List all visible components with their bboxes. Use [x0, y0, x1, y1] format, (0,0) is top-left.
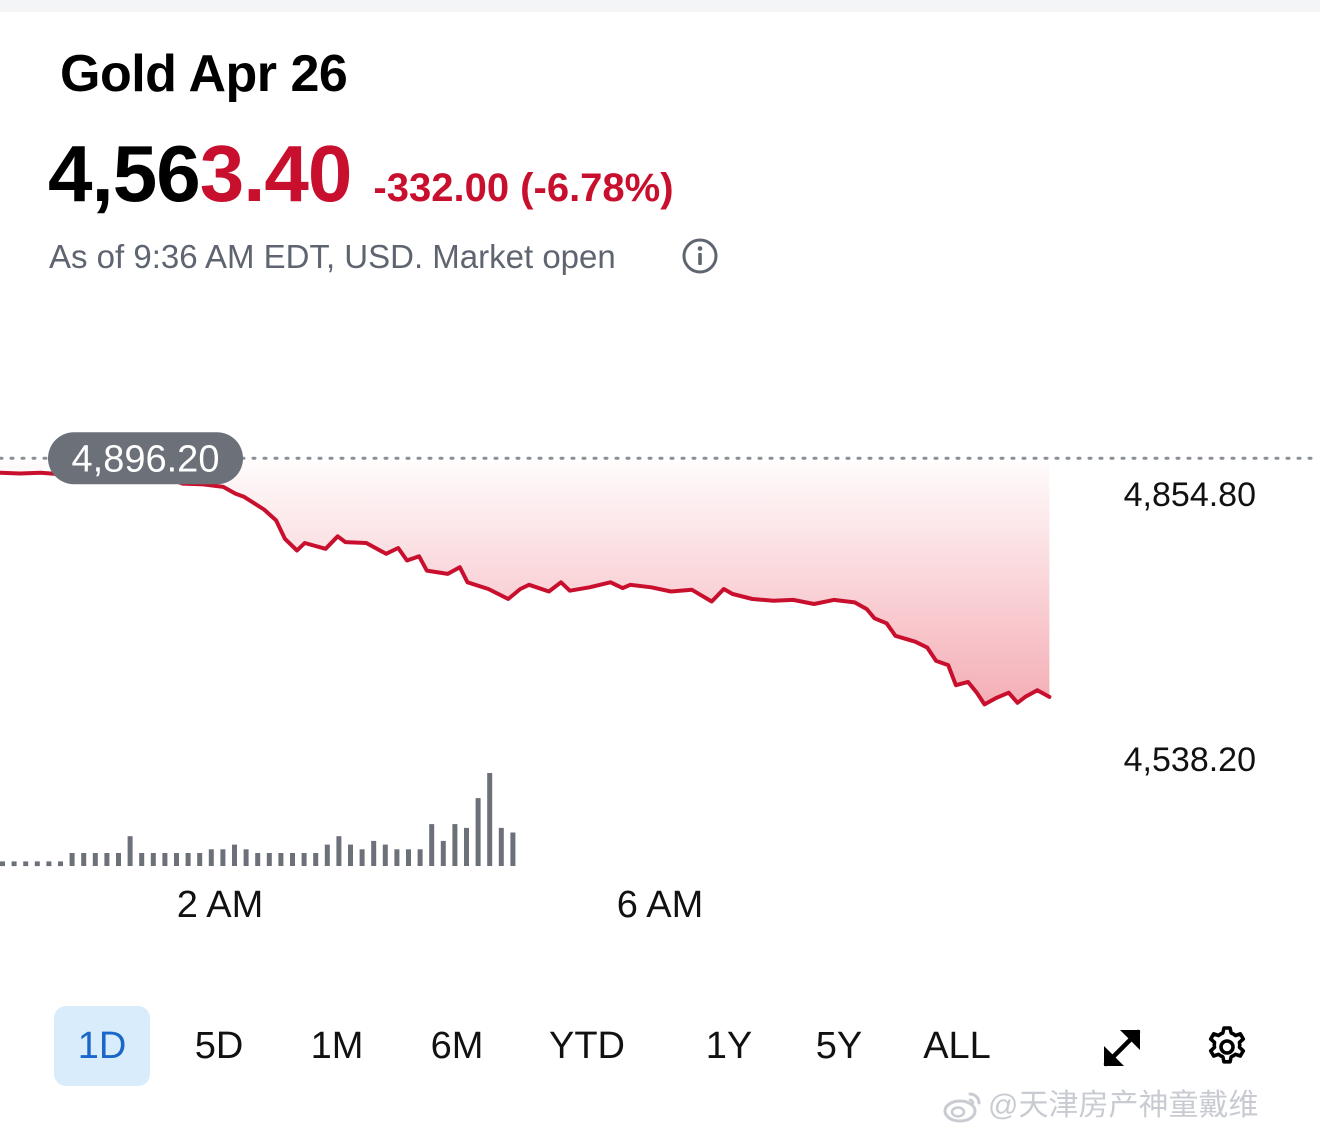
last-price-tail: 3.40 — [199, 129, 353, 218]
range-tab-ytd[interactable]: YTD — [549, 1025, 625, 1067]
volume-bar — [197, 853, 203, 866]
volume-bar — [243, 849, 249, 866]
last-price: 4,563.40 — [48, 128, 353, 220]
volume-bar — [220, 849, 226, 866]
volume-bar — [429, 824, 435, 866]
y-tick-label: 4,538.20 — [1124, 741, 1256, 779]
range-tab-1d[interactable]: 1D — [54, 1006, 150, 1086]
volume-bar — [452, 824, 458, 866]
price-change: -332.00 (-6.78%) — [373, 166, 674, 210]
volume-bar — [440, 840, 446, 866]
top-strip — [0, 0, 1320, 12]
volume-bar — [359, 849, 365, 866]
range-tab-1y[interactable]: 1Y — [705, 1025, 753, 1067]
volume-bar — [139, 853, 145, 866]
volume-bar — [11, 861, 17, 867]
volume-bar — [336, 836, 342, 866]
volume-bar — [475, 798, 481, 866]
volume-bar — [162, 853, 168, 866]
volume-bar — [81, 853, 87, 866]
volume-bar — [92, 853, 98, 866]
volume-bar — [382, 844, 388, 866]
weibo-logo-icon — [943, 1092, 981, 1123]
volume-bar — [58, 861, 63, 867]
instrument-title: Gold Apr 26 — [60, 45, 348, 103]
volume-bar — [232, 844, 237, 866]
volume-bar — [266, 853, 272, 866]
y-tick-label: 4,854.80 — [1124, 476, 1256, 514]
volume-bar — [46, 861, 52, 867]
info-circle-icon[interactable] — [682, 238, 718, 274]
last-price-main: 4,56 — [48, 129, 201, 218]
watermark: @天津房产神童戴维 — [942, 1080, 1258, 1124]
volume-bar — [464, 827, 469, 866]
volume-bar — [185, 853, 191, 866]
volume-bar — [174, 853, 179, 866]
volume-bar — [278, 853, 284, 866]
volume-bar — [371, 840, 377, 866]
volume-bar — [116, 853, 121, 866]
volume-bar — [394, 849, 400, 866]
previous-close-label: 4,896.20 — [72, 438, 220, 480]
range-tab-5y[interactable]: 5Y — [815, 1025, 863, 1067]
expand-arrows-icon[interactable] — [1098, 1024, 1146, 1072]
price-chart[interactable]: 4,896.20 4,854.80 4,538.20 2 AM 6 AM — [0, 0, 1320, 960]
volume-bar — [510, 832, 516, 866]
range-tab-6m[interactable]: 6M — [430, 1025, 484, 1067]
watermark-text: @天津房产神童戴维 — [988, 1089, 1259, 1122]
volume-bar — [313, 853, 319, 866]
volume-bar — [150, 853, 156, 866]
previous-close-badge — [48, 432, 243, 485]
volume-bar — [498, 827, 504, 866]
volume-bar — [69, 853, 75, 866]
range-tab-1m[interactable]: 1M — [310, 1025, 364, 1067]
volume-bar — [417, 849, 423, 866]
volume-bar — [127, 836, 133, 866]
volume-bar — [348, 844, 353, 866]
volume-bar — [0, 861, 5, 867]
price-area-fill — [0, 458, 1050, 705]
price-line — [0, 470, 1052, 707]
volume-bar — [406, 849, 411, 866]
range-tab-all[interactable]: ALL — [923, 1025, 991, 1067]
range-tab-5d[interactable]: 5D — [194, 1025, 244, 1067]
volume-bar — [255, 853, 261, 866]
x-tick-label: 2 AM — [177, 884, 264, 926]
volume-bar — [34, 861, 40, 867]
volume-bar — [324, 844, 330, 866]
price-row: 4,563.40 -332.00 (-6.78%) — [48, 128, 674, 220]
volume-bar — [290, 853, 295, 866]
volume-bar — [487, 773, 493, 866]
volume-bar — [301, 853, 307, 866]
as-of-text: As of 9:36 AM EDT, USD. Market open — [49, 238, 616, 275]
gear-icon[interactable] — [1204, 1024, 1250, 1070]
volume-bar — [104, 853, 110, 866]
range-selector: 1D 5D 1M 6M YTD 1Y 5Y ALL — [54, 1006, 1054, 1086]
x-tick-label: 6 AM — [617, 884, 704, 926]
volume-bar — [23, 861, 29, 867]
volume-bar — [208, 849, 214, 866]
